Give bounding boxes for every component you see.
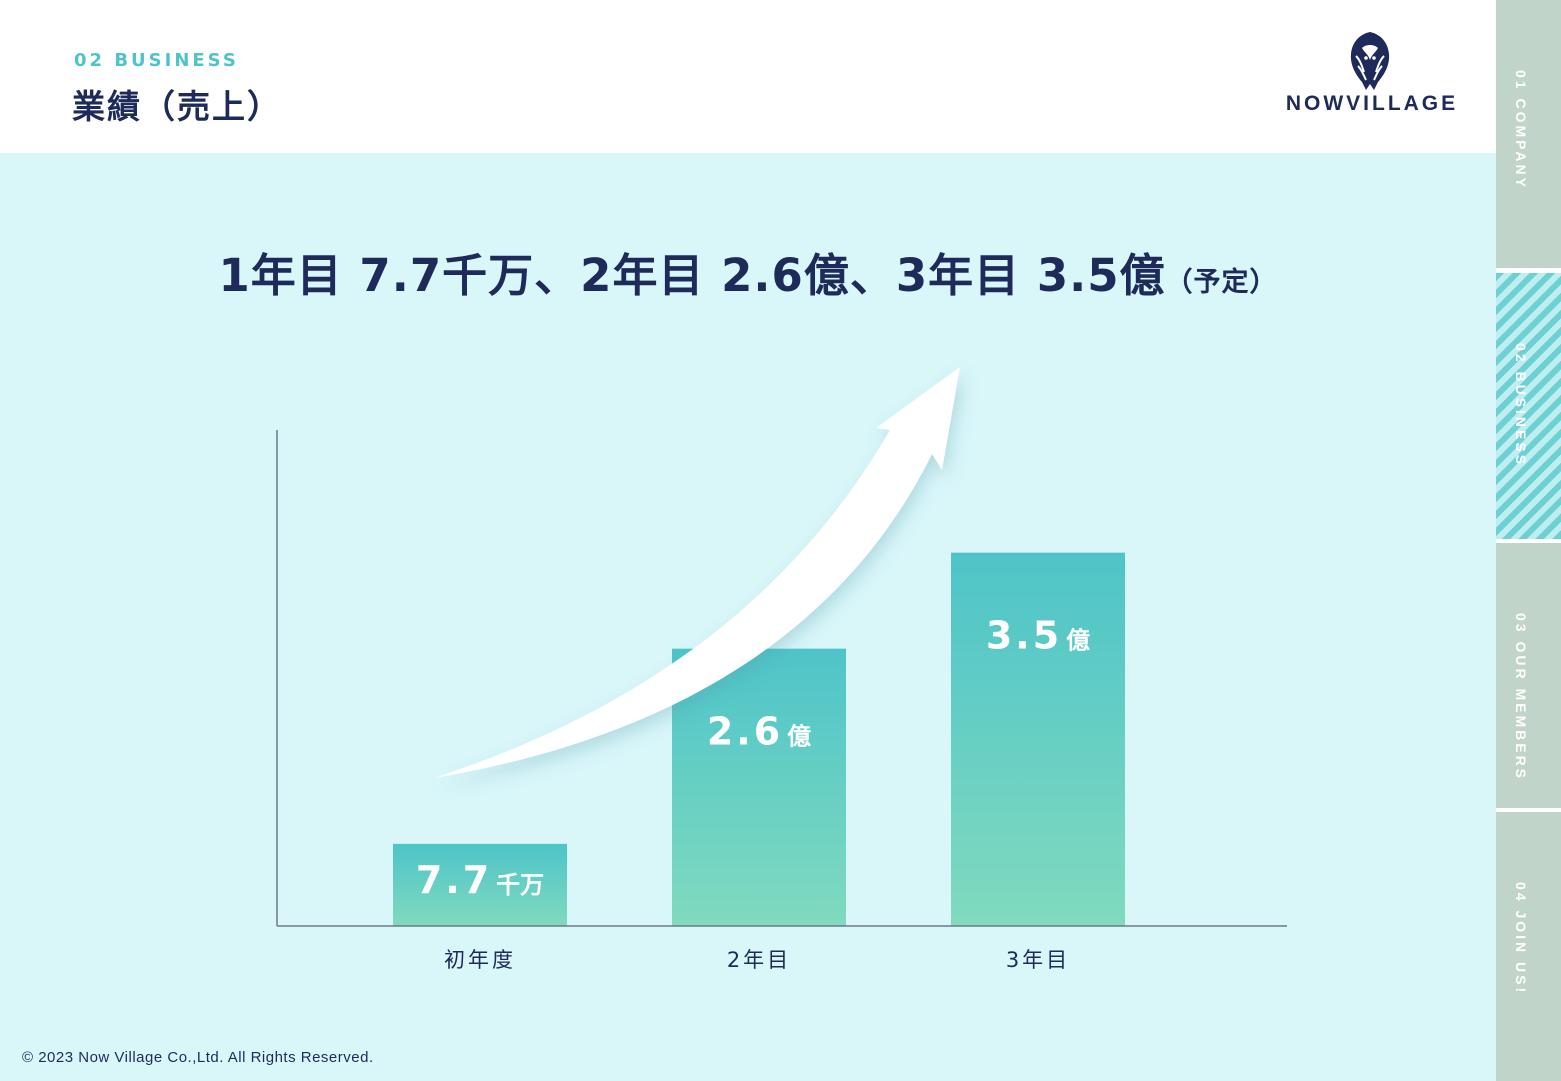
headline: 1年目 7.7千万、2年目 2.6億、3年目 3.5億（予定） <box>0 239 1496 304</box>
nav-label: 04 JOIN US! <box>1513 882 1529 996</box>
logo-text: NOWVILLAGE <box>1285 92 1459 115</box>
bar-data-label: 7.7 千万 <box>416 858 544 902</box>
bar-data-label: 3.5 億 <box>986 614 1090 658</box>
x-tick-label: 初年度 <box>444 948 516 972</box>
nav-label: 02 BUSINESS <box>1513 343 1529 468</box>
logo[interactable]: NOWVILLAGE <box>1282 30 1462 125</box>
headline-note: （予定） <box>1165 267 1278 298</box>
nav-item-company[interactable]: 01 COMPANY <box>1496 0 1561 268</box>
growth-arrow <box>434 367 960 778</box>
page-title: 業績（売上） <box>72 87 282 126</box>
sales-bar-chart: 7.7 千万 2.6 億 3.5 億 初年度 2年目 3年目 <box>276 367 1287 972</box>
nav-label: 03 OUR MEMBERS <box>1513 613 1529 782</box>
lion-icon <box>1350 32 1390 90</box>
bar-2 <box>672 648 846 926</box>
bar-1 <box>393 843 567 926</box>
bar-3 <box>951 552 1125 926</box>
headline-text: 1年目 7.7千万、2年目 2.6億、3年目 3.5億 <box>218 249 1166 302</box>
copyright: © 2023 Now Village Co.,Ltd. All Rights R… <box>22 1049 374 1066</box>
bar-data-label: 2.6 億 <box>707 710 811 754</box>
section-label: 02 BUSINESS <box>74 50 239 71</box>
x-tick-label: 2年目 <box>727 948 791 972</box>
x-tick-label: 3年目 <box>1006 948 1070 972</box>
nav-item-business[interactable]: 02 BUSINESS <box>1496 273 1561 539</box>
section-sidenav: 01 COMPANY 02 BUSINESS 03 OUR MEMBERS 04… <box>1496 0 1561 1081</box>
nav-item-members[interactable]: 03 OUR MEMBERS <box>1496 543 1561 808</box>
header: 02 BUSINESS 業績（売上） NOWVILLAGE <box>0 0 1496 153</box>
nav-label: 01 COMPANY <box>1513 70 1529 190</box>
nav-item-join[interactable]: 04 JOIN US! <box>1496 812 1561 1081</box>
